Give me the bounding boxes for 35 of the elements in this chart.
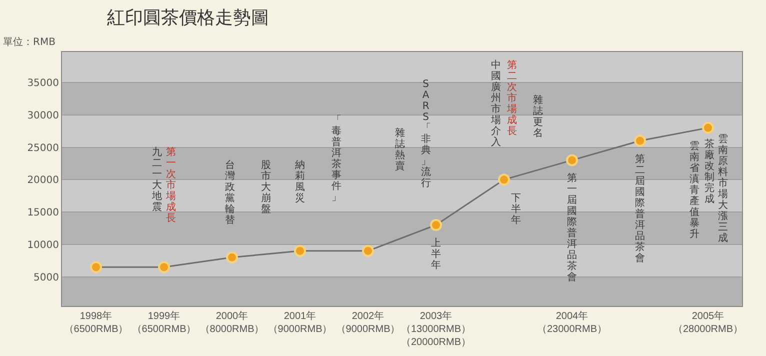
annotation: 納莉風災 <box>295 160 305 204</box>
x-tick-label: 2004年（23000RMB） <box>536 310 608 335</box>
text: 雲南省滇青產值暴升 <box>689 140 700 240</box>
x-tick-label: 2000年（8000RMB） <box>200 310 264 335</box>
y-tick-label: 15000 <box>27 208 59 219</box>
text: 雲南原料市場大漲三成 <box>718 134 728 244</box>
annotation: 茶廠改制完成 <box>704 138 714 205</box>
annotation: 第一次市場成長 <box>166 147 176 224</box>
annotation: 第二次市場成長 <box>507 60 518 137</box>
annotation: 下半年 <box>511 192 522 226</box>
text: 第一屆國際普洱品茶會 <box>567 173 577 284</box>
x-tick-label: 2001年（9000RMB） <box>268 310 332 335</box>
annotation: 上半年 <box>431 238 441 271</box>
annotation: 股市大崩盤 <box>261 160 271 216</box>
y-tick-label: 25000 <box>27 142 59 154</box>
x-tick-label: 1998年（6500RMB） <box>64 310 128 335</box>
annotation: 雜誌熱賣 <box>394 128 405 172</box>
x-tick-label: 2005年（28000RMB） <box>672 310 744 335</box>
text: 第二屆國際普洱品茶會 <box>635 154 645 264</box>
y-tick-label: 10000 <box>27 240 59 251</box>
x-tick-label: 2002年（9000RMB） <box>336 310 400 335</box>
x-tick-label: 1999年（6500RMB） <box>132 310 196 335</box>
annotation: 「毒普洱茶事件」 <box>332 114 342 203</box>
x-tick-label: 2003年（13000RMB）（20000RMB） <box>400 310 472 348</box>
annotation: 中國廣州市場介入 <box>490 60 501 148</box>
y-tick-label: 30000 <box>27 110 59 122</box>
annotation: 九二一大地震 <box>152 147 162 214</box>
y-axis-title: 單位：RMB <box>3 36 56 48</box>
y-tick-label: 20000 <box>27 175 59 186</box>
text: SARS「非典」流行 <box>420 79 431 190</box>
annotation: 雜誌更名 <box>533 95 543 140</box>
annotation: 台灣政黨輪替 <box>224 160 235 226</box>
y-tick-label: 5000 <box>34 272 59 284</box>
chart-title: 紅印圓茶價格走勢圖 <box>107 7 270 28</box>
y-tick-label: 35000 <box>27 78 59 89</box>
